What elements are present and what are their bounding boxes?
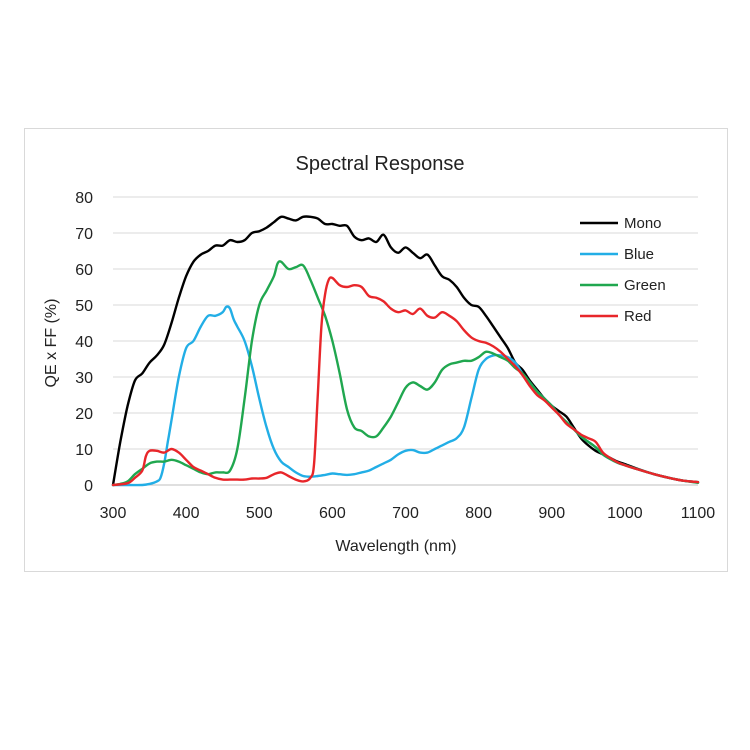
y-tick-label: 10	[75, 442, 93, 459]
legend: Mono Blue Green Red	[580, 215, 666, 325]
chart-title: Spectral Response	[296, 153, 465, 175]
series-line-red	[111, 276, 700, 487]
y-tick-label: 60	[75, 262, 93, 279]
x-tick-label: 500	[246, 505, 273, 522]
y-axis-title: QE x FF (%)	[43, 299, 60, 388]
x-tick-label: 400	[173, 505, 200, 522]
legend-label-mono: Mono	[624, 215, 662, 232]
x-tick-label: 300	[100, 505, 127, 522]
y-tick-label: 70	[75, 226, 93, 243]
y-tick-label: 40	[75, 334, 93, 351]
x-tick-label: 900	[538, 505, 565, 522]
y-tick-label: 50	[75, 298, 93, 315]
x-tick-label: 1000	[607, 505, 643, 522]
legend-label-red: Red	[624, 308, 652, 325]
x-tick-label: 700	[392, 505, 419, 522]
series-lines	[111, 215, 700, 487]
y-tick-label: 0	[84, 478, 93, 495]
y-tick-label: 80	[75, 190, 93, 207]
axes: 0 10 20 30 40 50 60 70 80 300 400 500 600 700 800 900 10…	[75, 190, 715, 522]
legend-label-blue: Blue	[624, 246, 654, 263]
legend-label-green: Green	[624, 277, 666, 294]
gridlines	[113, 196, 698, 450]
x-tick-label: 1100	[681, 505, 716, 522]
x-tick-label: 800	[465, 505, 492, 522]
y-tick-label: 20	[75, 406, 93, 423]
series-line-mono	[111, 215, 700, 487]
chart-frame	[24, 128, 728, 572]
x-axis-title: Wavelength (nm)	[335, 538, 456, 555]
x-tick-label: 600	[319, 505, 346, 522]
y-tick-label: 30	[75, 370, 93, 387]
